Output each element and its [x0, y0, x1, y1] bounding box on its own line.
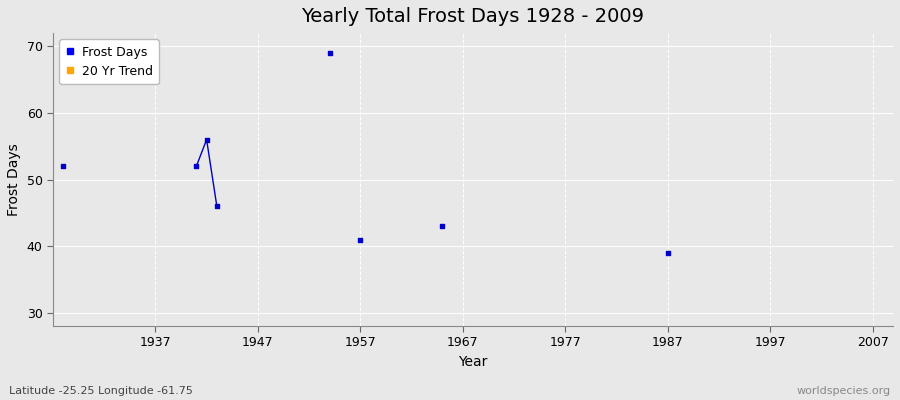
Text: Latitude -25.25 Longitude -61.75: Latitude -25.25 Longitude -61.75	[9, 386, 193, 396]
Point	[56, 163, 70, 170]
Point	[435, 223, 449, 229]
X-axis label: Year: Year	[458, 355, 488, 369]
Title: Yearly Total Frost Days 1928 - 2009: Yearly Total Frost Days 1928 - 2009	[302, 7, 644, 26]
Text: worldspecies.org: worldspecies.org	[796, 386, 891, 396]
Point	[322, 50, 337, 56]
Y-axis label: Frost Days: Frost Days	[7, 143, 21, 216]
Point	[661, 250, 675, 256]
Point	[200, 136, 214, 143]
Point	[353, 236, 367, 243]
Point	[189, 163, 203, 170]
Point	[210, 203, 224, 210]
Legend: Frost Days, 20 Yr Trend: Frost Days, 20 Yr Trend	[59, 39, 159, 84]
